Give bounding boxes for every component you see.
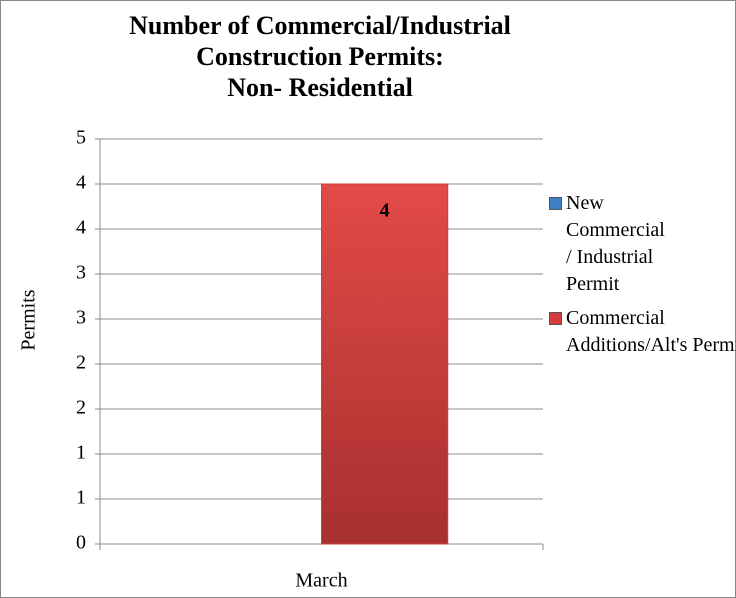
y-tick-label: 0	[76, 532, 86, 554]
x-tick-label: March	[295, 570, 347, 592]
y-tick-label: 3	[76, 262, 86, 284]
legend-label: Commercial Additions/Alt's Permit	[566, 307, 736, 356]
y-tick-label: 5	[76, 127, 86, 149]
y-tick-label: 2	[76, 352, 86, 374]
y-axis-label: Permits	[18, 289, 40, 350]
legend: New Commercial/ Industrial Permit Commerc…	[549, 190, 736, 366]
data-label: 4	[380, 200, 390, 222]
chart-title: Number of Commercial/Industrial Construc…	[129, 11, 511, 102]
y-tick-label: 4	[76, 217, 86, 239]
legend-entry: Commercial Additions/Alt's Permit	[549, 305, 736, 359]
bar	[321, 183, 449, 545]
legend-label: New Commercial/ Industrial Permit	[566, 192, 665, 295]
y-tick-label: 4	[76, 172, 86, 194]
legend-entry: New Commercial/ Industrial Permit	[549, 190, 736, 298]
y-tick-label: 1	[76, 442, 86, 464]
legend-swatch	[549, 312, 562, 325]
legend-swatch	[549, 197, 562, 210]
y-tick-label: 3	[76, 307, 86, 329]
y-tick-label: 1	[76, 487, 86, 509]
y-tick-label: 2	[76, 397, 86, 419]
